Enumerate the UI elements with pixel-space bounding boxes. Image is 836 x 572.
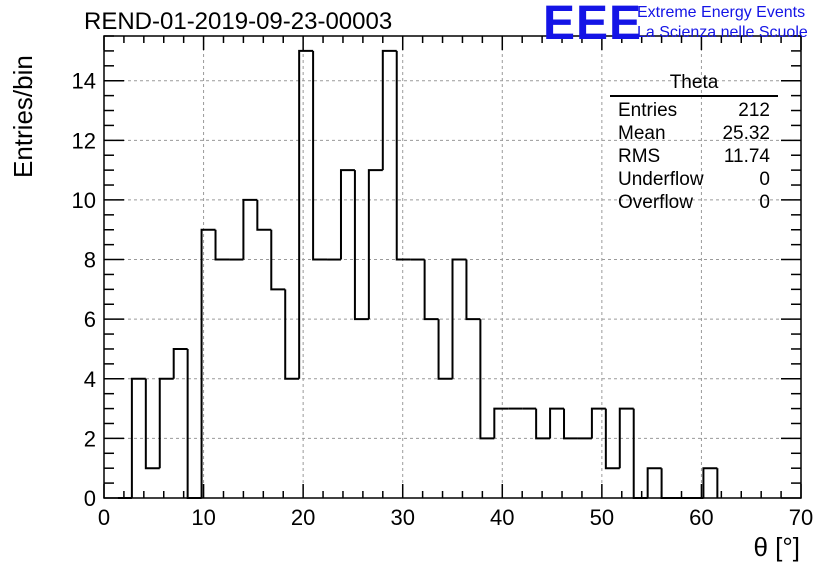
stats-label: Underflow [618,169,704,190]
stats-box-title: Theta [610,72,778,97]
histogram-bin [618,407,634,469]
histogram-bin [493,407,509,439]
y-tick-label: 2 [84,426,96,451]
stats-label: Mean [618,123,666,144]
stats-row: Mean 25.32 [610,122,778,145]
stats-value: 0 [759,169,770,190]
histogram-bin [437,319,453,380]
histogram-series [117,49,719,499]
axis-ticks [103,35,802,499]
histogram-bin [549,407,565,439]
histogram-bin [214,229,230,261]
x-tick-label: 10 [191,505,215,530]
histogram-bin [632,408,648,499]
x-tick-label: 50 [590,505,614,530]
x-tick-label: 60 [689,505,713,530]
logo-line-1: Extreme Energy Events [637,4,806,21]
histogram-bin [535,408,551,440]
stats-box: Theta Entries 212 Mean 25.32 RMS 11.74 U… [610,72,778,214]
y-tick-label: 8 [84,248,96,273]
y-tick-label: 10 [72,188,96,213]
histogram-bin [590,407,606,439]
histogram-bin [298,49,314,379]
plot-border [103,35,802,499]
stats-value: 25.32 [722,123,770,144]
x-tick-label: 30 [390,505,414,530]
histogram-bin [604,408,620,470]
x-tick-label: 40 [490,505,514,530]
stats-label: RMS [618,146,661,167]
histogram-bin [646,467,662,498]
histogram-bin [172,347,188,379]
histogram-bin [144,378,160,470]
y-tick-label: 6 [84,307,96,332]
histogram-bin [158,377,174,469]
histogram-bin [423,259,439,321]
x-tick-label: 70 [789,505,813,530]
histogram-bin [130,377,146,498]
chart-title: REND-01-2019-09-23-00003 [84,8,393,35]
histogram-bin [312,50,328,261]
histogram-bin [242,198,258,260]
logo-line-2: La Scienza nelle Scuole [637,24,808,41]
stats-row: Overflow 0 [610,191,778,214]
histogram-bin [284,289,300,380]
eee-logo: EEE [543,0,643,50]
stats-value: 212 [738,100,770,121]
stats-row: Underflow 0 [610,168,778,191]
y-tick-label: 0 [84,486,96,511]
y-axis-label: Entries/bin [8,55,38,178]
y-tick-label: 4 [84,367,96,392]
histogram-bin [563,408,578,440]
stats-row: Entries 212 [610,99,778,122]
axis-tick-labels: 0 10 20 30 40 50 60 70 0 2 4 6 8 10 12 14 [72,69,814,530]
stats-value: 0 [759,192,770,213]
plot-frame [103,35,802,499]
histogram-bin [186,348,202,499]
histogram-bin [702,467,718,498]
x-tick-label: 0 [98,505,110,530]
histogram-bin [395,50,411,261]
histogram-bin [353,170,369,321]
histogram-bin [339,169,355,260]
histogram-bin [200,228,216,498]
histogram-bin [367,169,383,320]
stats-label: Overflow [618,192,693,213]
histogram-bin [479,319,495,440]
stats-row: RMS 11.74 [610,145,778,168]
histogram-bin [270,229,286,291]
histogram-bin [451,258,467,379]
x-tick-label: 20 [291,505,315,530]
stats-value: 11.74 [723,146,770,167]
histogram-bin [660,468,676,499]
x-axis-label: θ [°] [753,532,800,562]
histogram-bin [381,49,397,171]
histogram-bin [465,259,481,321]
histogram-bin [256,199,272,231]
y-tick-label: 14 [72,69,96,94]
stats-label: Entries [618,100,678,121]
y-tick-label: 12 [72,128,96,153]
